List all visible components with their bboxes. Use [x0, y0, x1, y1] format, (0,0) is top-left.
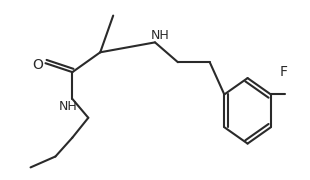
Text: NH: NH — [151, 29, 169, 42]
Text: NH: NH — [59, 100, 78, 113]
Text: F: F — [279, 65, 287, 79]
Text: O: O — [32, 58, 43, 72]
